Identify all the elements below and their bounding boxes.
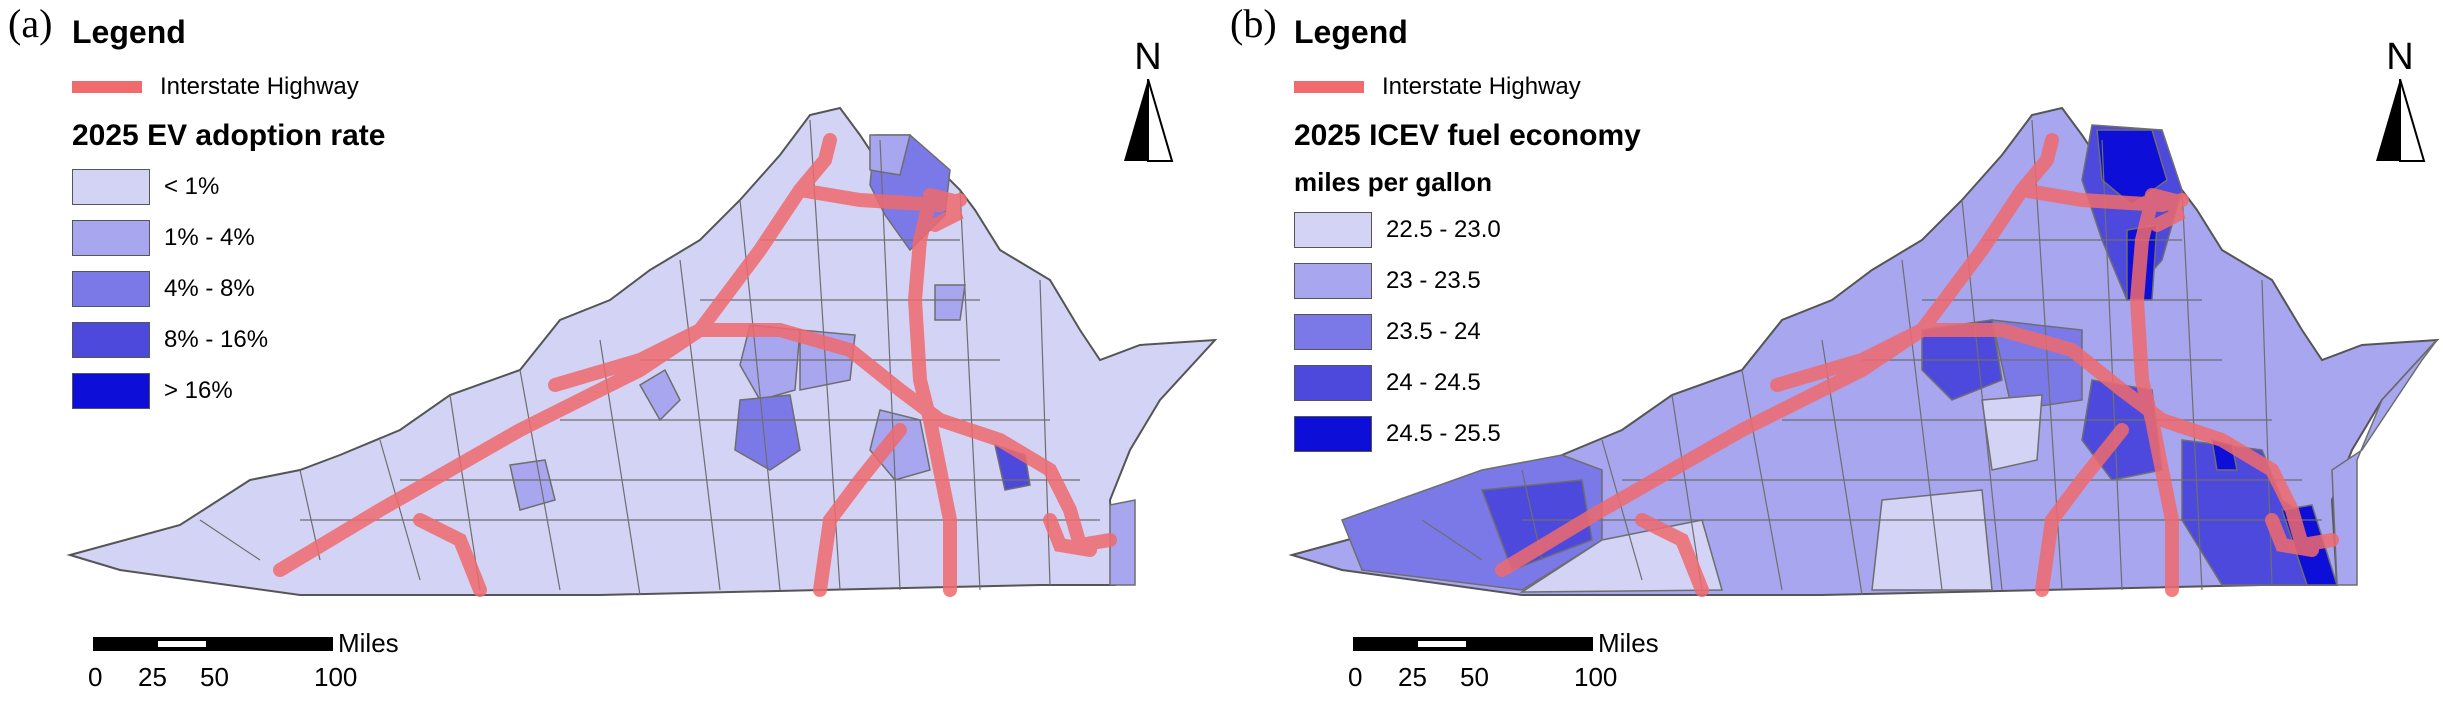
legend-class-b-3: 24 - 24.5 [1294,363,1641,403]
north-arrow-a: N [1118,36,1178,166]
legend-class-a-0: < 1% [72,167,385,207]
legend-title-b: Legend [1294,14,1408,50]
class-label-b-0: 22.5 - 23.0 [1386,216,1501,243]
legend-class-b-0: 22.5 - 23.0 [1294,210,1641,250]
interstate-highways-b [1495,133,2339,597]
map-panel-a: (a) Legend Interstate Highway 2025 EV ad… [0,0,1221,704]
scale-tick-b-1: 25 [1398,662,1427,692]
class-label-b-4: 24.5 - 25.5 [1386,420,1501,447]
class-swatch-b-3 [1294,365,1372,401]
panel-label-a: (a) [8,1,53,46]
class-swatch-b-2 [1294,314,1372,350]
legend-class-b-2: 23.5 - 24 [1294,312,1641,352]
class-label-a-3: 8% - 16% [164,326,269,353]
region-b-easternshore [2331,339,2438,586]
legend-b: Legend Interstate Highway 2025 ICEV fuel… [1294,14,1641,465]
legend-section-title-b: 2025 ICEV fuel economy [1294,119,1641,152]
scale-bar-b: Miles 0 25 50 100 [1348,628,1672,696]
scale-tick-a-2: 50 [200,662,229,692]
highway-i95-a [907,193,957,597]
highway-i77-b [1635,513,1709,597]
north-arrow-icon-a [1124,78,1174,162]
highway-i64east-a [1043,513,1097,557]
north-letter-b: N [2386,36,2414,78]
map-b-canvas [1288,106,2440,597]
highway-i85-a [813,423,907,597]
class-swatch-b-0 [1294,212,1372,248]
highway-i495-b [2145,188,2186,232]
class-swatch-a-2 [72,271,150,307]
highway-swatch-b [1294,81,1364,93]
scale-tick-b-3: 100 [1574,662,1618,692]
legend-highway-a: Interstate Highway [72,73,385,101]
class-label-a-1: 1% - 4% [164,224,255,251]
scale-unit-b: Miles [1598,628,1659,658]
highway-i81-b [1495,133,2059,577]
legend-class-a-3: 8% - 16% [72,320,385,360]
scale-ticks-b: 0 25 50 100 [1348,662,1672,692]
scale-bar-a: Miles 0 25 50 100 [88,628,412,696]
legend-a: Legend Interstate Highway 2025 EV adopti… [72,14,385,422]
region-a-easternshore [1109,499,1136,586]
highway-i495-a [923,188,964,232]
highway-label-a: Interstate Highway [160,73,359,100]
map-a-canvas [66,106,1218,597]
highway-i77-a [413,513,487,597]
scale-unit-a: Miles [338,628,399,658]
legend-title-a: Legend [72,14,186,50]
class-swatch-a-0 [72,169,150,205]
region-b-light-piedmont [1981,394,2043,471]
highway-i64east-b [2265,513,2319,557]
legend-class-a-4: > 16% [72,371,385,411]
scale-tick-a-1: 25 [138,662,167,692]
region-a-fredericksburg [934,284,966,321]
scale-tick-a-0: 0 [88,662,103,692]
scale-bar-graphic-b [1353,637,1593,651]
highway-i81-a [273,133,837,577]
class-label-a-0: < 1% [164,173,220,200]
legend-subtitle-b: miles per gallon [1294,167,1492,197]
class-swatch-a-4 [72,373,150,409]
highway-swatch-a [72,81,142,93]
class-label-b-1: 23 - 23.5 [1386,267,1481,294]
class-swatch-a-3 [72,322,150,358]
county-lines-b [1421,119,2322,596]
legend-class-b-4: 24.5 - 25.5 [1294,414,1641,454]
legend-section-title-a: 2025 EV adoption rate [72,119,386,152]
scale-bar-graphic-a [93,637,333,651]
scale-tick-b-0: 0 [1348,662,1363,692]
north-letter-a: N [1134,36,1162,78]
region-b-southwest-inner [1480,479,1593,571]
legend-class-b-1: 23 - 23.5 [1294,261,1641,301]
class-swatch-b-1 [1294,263,1372,299]
scale-tick-a-3: 100 [314,662,358,692]
north-arrow-icon-b [2376,78,2426,162]
region-b-light-southside [1871,489,1993,591]
map-panel-b: (b) Legend Interstate Highway 2025 ICEV … [1222,0,2443,704]
class-label-a-2: 4% - 8% [164,275,255,302]
scale-ticks-a: 0 25 50 100 [88,662,412,692]
region-a-richmond [869,409,931,481]
region-a-albemarle [734,394,801,471]
legend-class-a-2: 4% - 8% [72,269,385,309]
class-label-a-4: > 16% [164,377,233,404]
panel-label-b: (b) [1230,1,1277,46]
highway-i85-b [2035,423,2129,597]
region-a-harrisonburg [638,368,681,422]
class-swatch-a-1 [72,220,150,256]
highway-label-b: Interstate Highway [1382,73,1581,100]
legend-highway-b: Interstate Highway [1294,73,1641,101]
highway-i95-b [2129,193,2179,597]
county-lines-a [199,119,1100,596]
scale-tick-b-2: 50 [1460,662,1489,692]
interstate-highways-a [273,133,1117,597]
legend-class-a-1: 1% - 4% [72,218,385,258]
class-label-b-3: 24 - 24.5 [1386,369,1481,396]
class-swatch-b-4 [1294,416,1372,452]
class-label-b-2: 23.5 - 24 [1386,318,1481,345]
north-arrow-b: N [2370,36,2430,166]
